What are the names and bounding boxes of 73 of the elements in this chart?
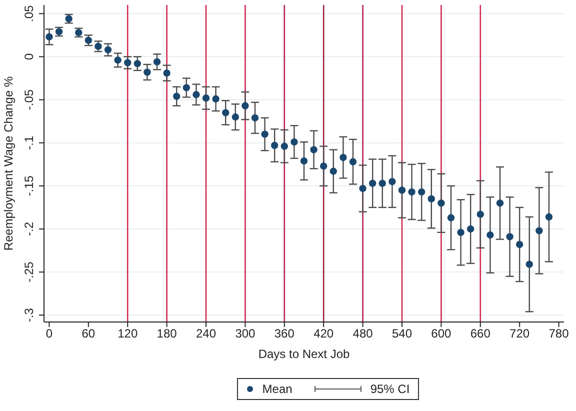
x-tick-label: 240: [196, 326, 216, 341]
legend-label: Mean: [262, 382, 292, 396]
point: [290, 138, 298, 146]
point: [251, 114, 259, 122]
point: [418, 188, 426, 196]
point: [212, 95, 220, 102]
x-tick-label: 480: [352, 326, 374, 341]
point: [378, 180, 386, 187]
point: [320, 162, 328, 170]
point: [466, 225, 474, 233]
x-tick-label: 0: [46, 326, 53, 341]
x-tick-label: 420: [314, 326, 334, 341]
y-tick-label: -.3: [22, 308, 36, 322]
x-tick-label: 360: [274, 326, 295, 341]
y-tick-label: 0: [22, 53, 36, 60]
point: [428, 195, 435, 202]
x-tick-label: 540: [392, 326, 412, 341]
point: [447, 214, 455, 222]
x-tick-label: 720: [510, 326, 530, 341]
point: [526, 260, 533, 268]
point: [408, 188, 416, 196]
y-tick-label: -.05: [22, 89, 36, 110]
point: [496, 200, 504, 207]
x-tick-label: 120: [118, 326, 138, 341]
point: [114, 56, 122, 64]
point: [202, 94, 210, 102]
x-tick-label: 180: [156, 326, 178, 341]
point: [232, 113, 240, 121]
x-tick-label: 60: [82, 326, 96, 341]
point: [134, 60, 142, 68]
point: [222, 109, 230, 116]
point: [545, 213, 553, 221]
x-axis-title: Days to Next Job: [258, 347, 350, 361]
point: [340, 154, 347, 162]
point: [271, 142, 278, 150]
point: [349, 158, 357, 166]
point: [182, 84, 190, 92]
x-tick-label: 600: [431, 326, 452, 341]
point: [261, 130, 268, 138]
point: [457, 228, 464, 236]
y-tick-label: -.2: [22, 222, 36, 236]
point: [104, 46, 112, 54]
point: [368, 180, 376, 187]
point: [173, 92, 180, 100]
point: [163, 69, 170, 77]
x-tick-label: 300: [235, 326, 256, 341]
point: [438, 200, 445, 207]
y-tick-label: -.1: [22, 136, 36, 150]
point: [280, 142, 288, 150]
point: [124, 59, 132, 66]
y-tick-label: -.25: [22, 261, 36, 282]
point: [46, 33, 53, 40]
point: [153, 58, 161, 66]
point: [506, 233, 514, 240]
point: [486, 231, 494, 239]
x-tick-label: 780: [548, 326, 570, 341]
y-axis-title: Reemployment Wage Change %: [1, 76, 16, 251]
point: [192, 90, 200, 98]
y-tick-label: -.15: [22, 175, 36, 196]
point: [536, 227, 543, 234]
text: 95% CI: [370, 382, 410, 396]
point: [359, 184, 366, 192]
point: [476, 210, 484, 218]
y-tick-label: .05: [22, 4, 36, 22]
x-tick-label: 660: [470, 326, 491, 341]
point: [144, 68, 151, 76]
point: [330, 168, 337, 175]
point: [516, 240, 524, 248]
point: [310, 146, 318, 154]
point: [300, 157, 308, 165]
point: [242, 102, 249, 110]
point: [388, 178, 396, 186]
point: [398, 186, 406, 194]
